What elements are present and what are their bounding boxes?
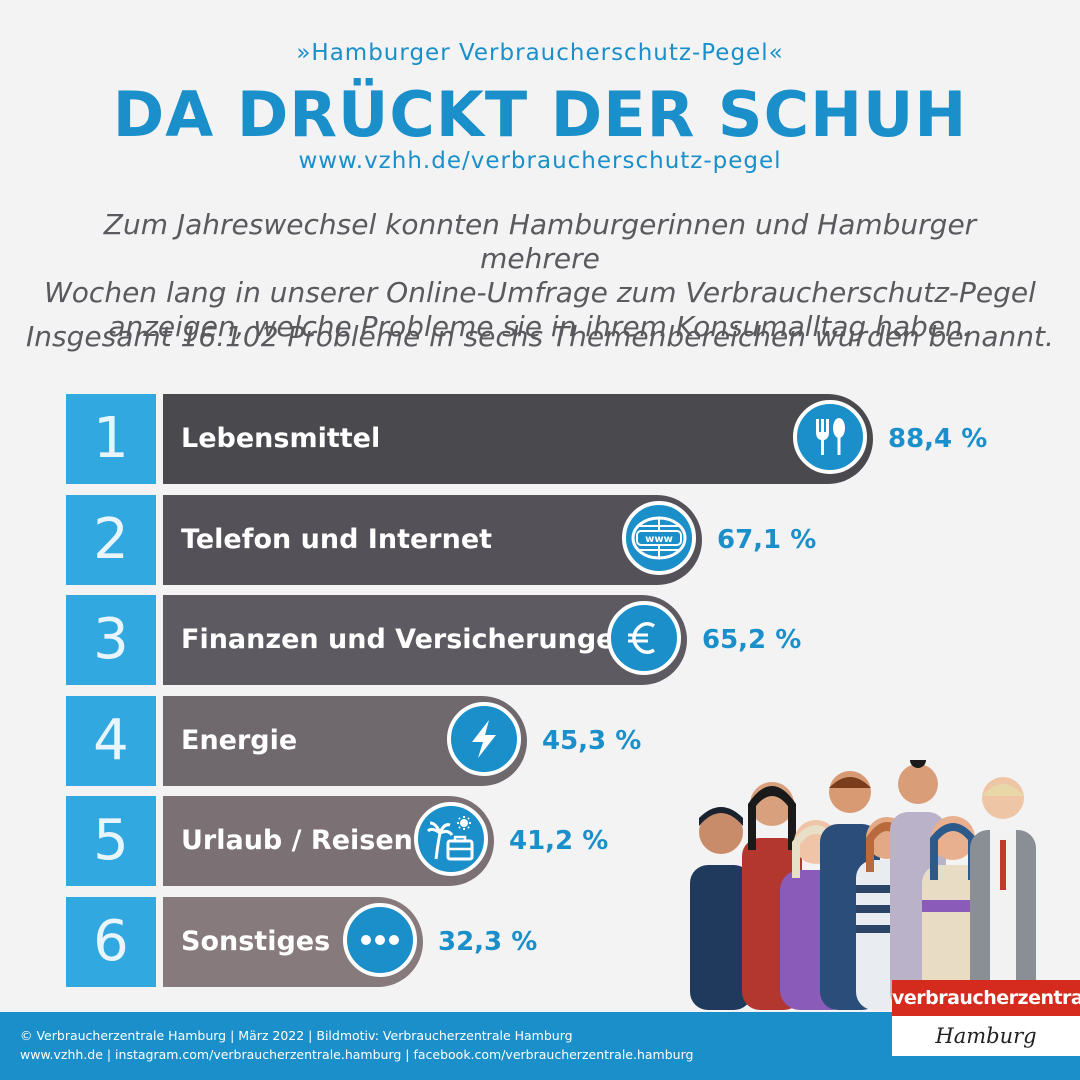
subtitle: »Hamburger Verbraucherschutz-Pegel« <box>296 40 784 66</box>
logo-city: Hamburg <box>892 1016 1080 1056</box>
bar: Sonstiges <box>163 897 423 987</box>
bar-category-label: Urlaub / Reisen <box>181 825 413 857</box>
bar: Lebensmittel <box>163 394 873 484</box>
bar-value-label: 32,3 % <box>438 927 538 957</box>
rank-number: 2 <box>66 494 156 585</box>
bar: Finanzen und Versicherungen <box>163 595 687 686</box>
bar-category-label: Lebensmittel <box>181 423 381 454</box>
bar-row-1: 1 Lebensmittel 88,4 % <box>66 394 1066 484</box>
bar-row-5: 5 Urlaub / Reisen 41,2 % <box>66 796 1066 887</box>
rank-number: 4 <box>66 695 156 786</box>
bar-value-label: 88,4 % <box>888 424 988 454</box>
bar-value-label: 65,2 % <box>702 625 802 656</box>
bar-category-label: Energie <box>181 724 298 756</box>
rank-number: 5 <box>66 796 156 887</box>
beach-suitcase-icon <box>414 802 488 877</box>
bar: Urlaub / Reisen <box>163 796 494 887</box>
bar-category-label: Finanzen und Versicherungen <box>181 624 634 656</box>
intro-line-1: Zum Jahreswechsel konnten Hamburgerinnen… <box>103 208 977 275</box>
svg-text:www: www <box>645 534 673 545</box>
bar-value-label: 67,1 % <box>717 524 817 555</box>
lightning-icon <box>447 701 521 776</box>
bar-row-2: 2 Telefon und Internet www 67,1 % <box>66 494 1066 585</box>
bar-value-label: 41,2 % <box>509 826 609 857</box>
page-title: DA DRÜCKT DER SCHUH <box>112 78 968 151</box>
bar: Telefon und Internet www <box>163 494 702 585</box>
euro-icon <box>607 601 681 676</box>
bar-category-label: Sonstiges <box>181 926 331 957</box>
intro-text: Zum Jahreswechsel konnten Hamburgerinnen… <box>40 208 1040 344</box>
bar: Energie <box>163 695 527 786</box>
bar-row-6: 6 Sonstiges 32,3 % <box>66 897 1066 987</box>
rank-number: 1 <box>66 394 156 484</box>
logo-wordmark: verbraucherzentrale <box>892 980 1080 1016</box>
person-8 <box>970 777 1036 1010</box>
bar-row-3: 3 Finanzen und Versicherungen 65,2 % <box>66 595 1066 686</box>
people-group-illustration <box>690 760 1036 1010</box>
person-1 <box>690 807 752 1010</box>
rank-number: 3 <box>66 595 156 686</box>
intro-line-3: anzeigen, welche Probleme sie in ihrem K… <box>108 310 972 343</box>
bar-category-label: Telefon und Internet <box>181 523 493 555</box>
vzhh-logo: verbraucherzentrale Hamburg <box>892 980 1080 1080</box>
total-problems-text: Insgesamt 16.102 Probleme in sechs Theme… <box>26 320 1054 353</box>
intro-line-2: Wochen lang in unserer Online-Umfrage zu… <box>44 276 1036 309</box>
bar-value-label: 45,3 % <box>542 725 642 756</box>
more-dots-icon <box>343 903 417 977</box>
rank-number: 6 <box>66 897 156 987</box>
campaign-url[interactable]: www.vzhh.de/verbraucherschutz-pegel <box>298 148 782 174</box>
bar-row-4: 4 Energie 45,3 % <box>66 695 1066 786</box>
www-globe-icon: www <box>622 500 696 575</box>
footer-links[interactable]: www.vzhh.de | instagram.com/verbraucherz… <box>20 1047 694 1062</box>
cutlery-icon <box>793 400 867 474</box>
footer-copyright: © Verbraucherzentrale Hamburg | März 202… <box>20 1028 573 1043</box>
